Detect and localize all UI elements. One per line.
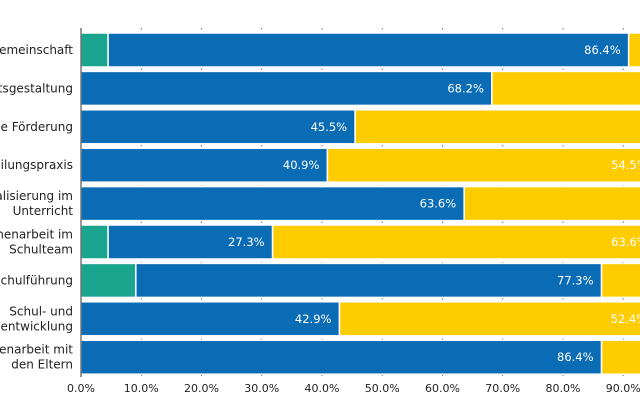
- x-tick-label: 40.0%: [305, 382, 340, 395]
- bar-segment: [491, 70, 640, 107]
- category-label: eilungspraxis: [0, 158, 73, 172]
- data-label: 42.9%: [295, 312, 332, 326]
- data-label: 77.3%: [557, 273, 594, 287]
- data-label: 54.5%: [611, 158, 640, 172]
- x-tick-label: 10.0%: [124, 382, 159, 395]
- bar-segment: [354, 109, 640, 145]
- data-label: 27.3%: [228, 235, 265, 249]
- bar-segment: [80, 185, 465, 222]
- category-labels: gemeinschaft ntsgestaltung le Förderung eil…: [0, 43, 73, 372]
- data-label: 63.6%: [611, 235, 640, 249]
- bar-segment: [80, 32, 109, 68]
- category-label: ntsgestaltung: [0, 81, 73, 95]
- bar-segment: [600, 262, 640, 299]
- x-tick-label: 70.0%: [485, 382, 520, 395]
- bar-segment: [271, 224, 640, 260]
- data-label: 40.9%: [283, 158, 320, 172]
- data-label: 86.4%: [584, 43, 621, 57]
- bar-segment: [326, 147, 640, 183]
- category-label: le Förderung: [0, 120, 73, 134]
- x-tick-label: 60.0%: [425, 382, 460, 395]
- x-tick-label: 90.0%: [606, 382, 640, 395]
- data-label: 68.2%: [447, 81, 484, 95]
- bar-segment: [135, 262, 603, 299]
- bar-segment: [463, 185, 640, 222]
- x-tick-label: 0.0%: [67, 382, 95, 395]
- bar-segment: [627, 32, 640, 68]
- data-label: 63.6%: [420, 197, 457, 211]
- x-tick-label: 80.0%: [546, 382, 581, 395]
- data-labels: 86.4% 68.2% 45.5% 40.9% 54.5% 63.6% 27.3% 63.6%…: [228, 43, 640, 364]
- bar-segment: [80, 224, 109, 260]
- bar-segment: [338, 301, 640, 337]
- bar-segments: [80, 32, 640, 375]
- x-axis-ticks: 0.0% 10.0% 20.0% 30.0% 40.0% 50.0% 60.0% 70.0% 8…: [67, 382, 640, 395]
- category-label: gemeinschaft: [0, 43, 73, 57]
- bar-segment: [80, 262, 137, 299]
- data-label: 52.4%: [611, 312, 640, 326]
- bar-segment: [80, 147, 329, 183]
- category-label: alisierung im Unterricht: [0, 189, 73, 218]
- bar-segment: [600, 339, 640, 375]
- x-tick-label: 20.0%: [184, 382, 219, 395]
- bar-segment: [80, 339, 603, 375]
- category-label: Schulführung: [0, 273, 73, 287]
- x-tick-label: 30.0%: [244, 382, 279, 395]
- bar-segment: [107, 32, 630, 68]
- data-label: 86.4%: [557, 350, 594, 364]
- data-label: 45.5%: [311, 120, 348, 134]
- bar-segment: [107, 224, 274, 260]
- category-label: nenarbeit im Schulteam: [0, 228, 73, 257]
- bar-segment: [80, 70, 493, 107]
- category-label: Schul- und sentwicklung: [0, 304, 73, 333]
- x-tick-label: 50.0%: [365, 382, 400, 395]
